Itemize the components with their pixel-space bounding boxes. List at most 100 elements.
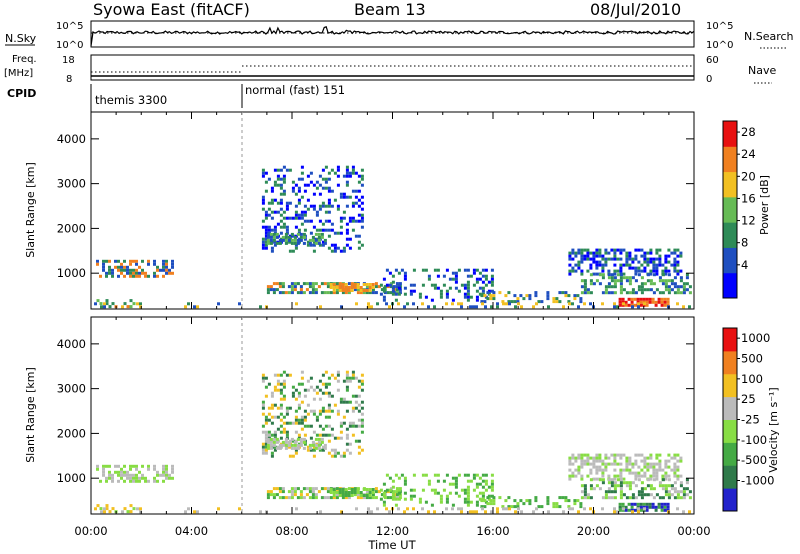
power-cell	[165, 271, 168, 275]
power-cbar-swatch-2	[723, 222, 737, 248]
power-cell	[100, 305, 103, 309]
velocity-cell	[238, 507, 241, 511]
velocity-cell	[660, 502, 664, 506]
velocity-cell	[637, 493, 641, 497]
power-cell	[516, 297, 520, 301]
power-cell	[613, 257, 617, 261]
power-cell	[261, 207, 265, 211]
velocity-cell	[96, 504, 100, 508]
velocity-cell	[138, 479, 141, 483]
velocity-cell	[362, 496, 366, 500]
power-cell	[403, 286, 407, 290]
power-cell	[129, 259, 132, 263]
power-cell	[306, 207, 310, 211]
power-cell	[327, 186, 331, 190]
power-cell	[297, 213, 301, 217]
power-cell	[315, 186, 319, 190]
power-cell	[217, 302, 220, 306]
power-cell	[300, 165, 304, 169]
power-cell	[326, 291, 330, 295]
power-cell	[330, 243, 334, 247]
velocity-cell	[136, 507, 139, 511]
power-cell	[454, 280, 458, 284]
velocity-ytick-label-1: 2000	[57, 426, 86, 440]
velocity-cell	[121, 510, 124, 514]
velocity-cell	[324, 385, 328, 389]
velocity-cell	[604, 493, 608, 497]
power-cell	[279, 207, 283, 211]
power-cell	[96, 259, 99, 263]
power-cell	[481, 302, 484, 306]
power-cell	[637, 269, 641, 273]
power-cell	[442, 274, 446, 278]
power-ylabel: Slant Range [km]	[24, 162, 37, 258]
velocity-cell	[540, 505, 544, 509]
power-cell	[105, 274, 108, 278]
velocity-ytick-label-2: 3000	[57, 382, 86, 396]
power-cell	[586, 251, 590, 255]
velocity-cell	[607, 496, 611, 500]
velocity-cell	[306, 388, 310, 392]
velocity-cell	[264, 433, 268, 437]
power-cell	[496, 302, 499, 306]
velocity-cell	[622, 493, 626, 497]
power-cell	[165, 259, 168, 263]
velocity-cell	[299, 437, 303, 441]
power-cell	[508, 302, 511, 306]
velocity-cell	[126, 476, 129, 480]
power-cell	[261, 174, 265, 178]
velocity-cell	[336, 373, 340, 377]
velocity-cell	[648, 505, 652, 509]
power-cell	[645, 300, 649, 304]
power-cell	[589, 263, 593, 267]
power-cell	[655, 272, 659, 276]
velocity-cell	[305, 493, 309, 497]
velocity-cell	[619, 487, 623, 491]
power-cell	[153, 259, 156, 263]
power-cell	[302, 235, 306, 239]
velocity-ytick-label-3: 4000	[57, 337, 86, 351]
velocity-cell	[480, 505, 484, 509]
power-cell	[658, 291, 662, 295]
velocity-cell	[114, 470, 117, 474]
power-cell	[117, 259, 120, 263]
velocity-cell	[324, 382, 328, 386]
power-cell	[276, 183, 280, 187]
velocity-cell	[261, 451, 265, 455]
power-cell	[324, 177, 328, 181]
velocity-cell	[619, 484, 623, 488]
velocity-cell	[270, 451, 274, 455]
power-cell	[284, 241, 288, 245]
velocity-cell	[412, 507, 415, 511]
power-cell	[132, 259, 135, 263]
velocity-cell	[339, 421, 343, 425]
power-cell	[341, 283, 345, 286]
power-cell	[311, 291, 315, 295]
velocity-cell	[320, 440, 324, 444]
velocity-cell	[577, 453, 581, 457]
velocity-cell	[664, 471, 668, 475]
power-cell	[579, 297, 583, 301]
power-cell	[489, 294, 493, 298]
velocity-cell	[622, 507, 625, 511]
velocity-cell	[333, 451, 337, 455]
power-cell	[604, 263, 608, 267]
power-cell	[291, 186, 295, 190]
velocity-cell	[329, 488, 333, 491]
power-cell	[314, 282, 318, 286]
velocity-cell	[324, 409, 328, 413]
power-cell	[412, 302, 415, 306]
power-ytick-label-0: 1000	[57, 266, 86, 280]
velocity-cell	[264, 451, 268, 455]
velocity-cell	[472, 488, 476, 492]
power-cell	[359, 289, 363, 292]
power-cell	[318, 174, 322, 178]
velocity-cell	[631, 510, 634, 514]
velocity-cell	[126, 510, 130, 514]
nave-tick-low: 0	[706, 74, 712, 85]
power-cell	[288, 249, 292, 253]
power-cell	[688, 285, 692, 289]
power-cell	[193, 305, 196, 309]
power-cell	[330, 168, 334, 172]
power-cell	[120, 262, 123, 266]
